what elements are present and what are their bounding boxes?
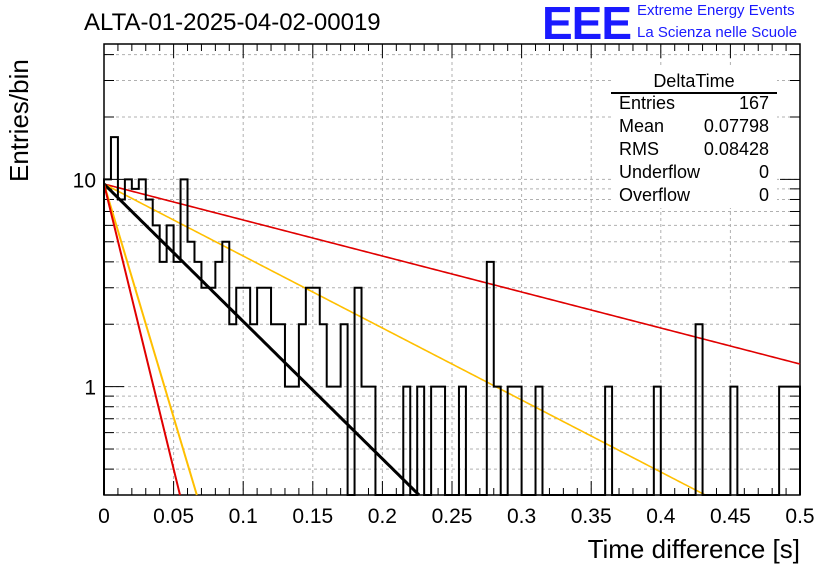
fit-curve-1	[103, 183, 706, 496]
stats-value: 0	[758, 162, 769, 182]
histogram-bars	[103, 136, 801, 496]
stats-key: Overflow	[619, 185, 691, 205]
x-tick-label: 0.05	[153, 505, 194, 528]
stats-key: Entries	[619, 93, 676, 113]
x-tick-label: 0.15	[292, 505, 333, 528]
stats-value: 0.08428	[703, 139, 769, 159]
x-tick-label: 0.35	[571, 505, 612, 528]
x-tick-label: 0.25	[432, 505, 473, 528]
stats-value: 0	[758, 185, 769, 205]
stats-divider	[611, 92, 777, 94]
logo-line-1: Extreme Energy Events	[637, 2, 795, 19]
x-tick-label: 0	[98, 505, 110, 528]
x-tick-label: 0.1	[229, 505, 258, 528]
logo-line-2: La Scienza nelle Scuole	[637, 24, 798, 41]
y-tick-label: 1	[84, 377, 96, 400]
x-axis-label: Time difference [s]	[587, 534, 800, 564]
x-tick-label: 0.4	[646, 505, 676, 528]
stats-row-rms: RMS 0.08428	[619, 139, 769, 162]
stats-key: RMS	[619, 139, 659, 159]
eee-logo: EEE	[542, 0, 632, 49]
stats-row-entries: Entries 167	[619, 93, 769, 116]
fit-curve-3	[103, 183, 198, 496]
y-tick-label: 10	[73, 169, 96, 192]
stats-key: Mean	[619, 116, 665, 136]
fit-curve-4	[103, 183, 181, 496]
stats-value: 167	[738, 93, 769, 113]
fit-curve-2	[102, 182, 421, 497]
axis-ticks	[103, 44, 801, 496]
fit-curves	[102, 182, 801, 497]
x-tick-label: 0.5	[785, 505, 814, 528]
stats-value: 0.07798	[703, 116, 769, 136]
x-tick-label: 0.2	[368, 505, 397, 528]
grid-lines	[104, 44, 800, 496]
y-axis-label: Entries/bin	[4, 59, 34, 182]
tick-labels: 0 0.05 0.1 0.15 0.2 0.25 0.3 0.35 0.4 0.45 0.5 1 10	[73, 169, 815, 528]
x-tick-label: 0.3	[507, 505, 536, 528]
fit-curve-0	[103, 183, 801, 365]
stats-box: DeltaTime Entries 167 Mean 0.07798 RMS 0…	[611, 68, 777, 208]
stats-row-mean: Mean 0.07798	[619, 116, 769, 139]
stats-row-overflow: Overflow 0	[619, 185, 769, 208]
plot-title: ALTA-01-2025-04-02-00019	[84, 9, 381, 36]
stats-title: DeltaTime	[653, 71, 735, 91]
stats-key: Underflow	[619, 162, 701, 182]
x-tick-label: 0.45	[710, 505, 751, 528]
stats-row-underflow: Underflow 0	[619, 162, 769, 185]
